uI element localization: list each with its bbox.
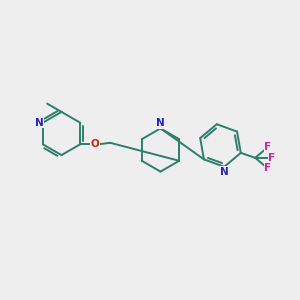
Text: N: N: [220, 167, 229, 177]
Text: O: O: [90, 139, 99, 149]
Text: F: F: [268, 153, 275, 163]
Text: F: F: [264, 164, 272, 173]
Text: N: N: [34, 118, 43, 128]
Text: N: N: [156, 118, 165, 128]
Text: F: F: [264, 142, 272, 152]
